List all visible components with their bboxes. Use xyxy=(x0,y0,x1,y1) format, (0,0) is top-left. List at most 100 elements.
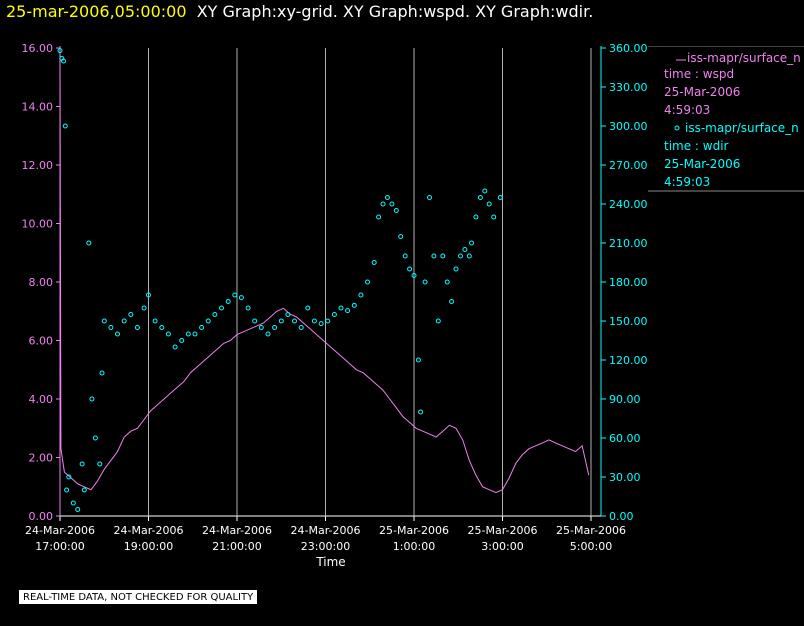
wdir-point xyxy=(415,357,421,363)
wdir-point xyxy=(205,318,211,324)
right-y-tick-label: 90.00 xyxy=(609,393,641,406)
legend-frame xyxy=(648,46,804,192)
x-tick-date: 24-Mar-2006 xyxy=(202,524,272,537)
x-tick-time: 23:00:00 xyxy=(301,540,350,553)
wdir-point xyxy=(331,312,337,317)
wdir-point xyxy=(97,461,103,467)
wdir-point xyxy=(422,279,428,285)
wdir-point xyxy=(192,331,198,337)
wdir-point xyxy=(345,308,351,314)
wdir-point xyxy=(81,487,87,493)
wdir-point xyxy=(89,396,95,402)
right-y-tick-label: 120.00 xyxy=(609,354,648,367)
wdir-point xyxy=(238,295,244,301)
wdir-point xyxy=(61,58,66,64)
wdir-point xyxy=(185,331,191,337)
left-y-tick-labels: 0.00 2.00 4.00 6.00 8.00 10.00 12.00 14.00 16.00 xyxy=(22,42,60,523)
wdir-point xyxy=(311,318,317,324)
wdir-point xyxy=(462,247,468,252)
wdir-point xyxy=(232,292,238,298)
x-tick-time: 5:00:00 xyxy=(570,540,612,553)
right-y-tick-label: 0.00 xyxy=(609,510,634,523)
wdir-point xyxy=(402,253,408,259)
wdir-point xyxy=(384,195,390,200)
left-y-tick-label: 10.00 xyxy=(22,218,54,231)
wdir-point xyxy=(146,292,151,298)
wdir-point xyxy=(159,325,165,330)
wdir-point xyxy=(444,279,450,285)
wdir-point xyxy=(389,201,395,207)
x-tick-date: 24-Mar-2006 xyxy=(25,524,95,537)
wdir-point xyxy=(134,325,140,330)
wdir-point xyxy=(62,123,68,129)
legend-wdir-date: 25-Mar-2006 xyxy=(664,157,741,171)
wdir-point xyxy=(285,312,291,317)
wdir-point xyxy=(212,312,218,317)
wdir-point xyxy=(245,305,251,311)
legend-wspd-time: 4:59:03 xyxy=(664,103,711,117)
wdir-point xyxy=(79,461,85,467)
legend-wspd-date: 25-Mar-2006 xyxy=(664,85,741,99)
wdir-point xyxy=(75,507,81,512)
wdir-point xyxy=(70,500,76,506)
wdir-point xyxy=(64,487,70,493)
wdir-point xyxy=(477,195,483,200)
left-y-tick-label: 8.00 xyxy=(29,276,54,289)
title-graph-list: XY Graph:xy-grid. XY Graph:wspd. XY Grap… xyxy=(196,2,594,21)
wdir-point xyxy=(128,312,134,317)
wdir-point xyxy=(458,253,463,259)
wdir-point xyxy=(380,201,386,207)
x-tick-time: 17:00:00 xyxy=(35,540,84,553)
x-tick-time: 21:00:00 xyxy=(212,540,261,553)
left-y-tick-label: 0.00 xyxy=(29,510,54,523)
wdir-point xyxy=(365,279,370,285)
right-y-tick-labels: 0.00 30.00 60.00 90.00 120.00 150.00 180.00 210… xyxy=(601,42,648,523)
wdir-point xyxy=(108,325,114,330)
left-y-tick-label: 14.00 xyxy=(22,101,54,114)
x-tick-date: 25-Mar-2006 xyxy=(468,524,538,537)
wdir-point xyxy=(219,305,224,311)
wdir-point xyxy=(278,318,284,324)
wdir-point xyxy=(398,234,404,239)
wdir-point xyxy=(318,321,324,327)
wdir-point xyxy=(141,305,147,311)
wdir-point xyxy=(99,370,105,376)
wdir-point xyxy=(57,48,63,54)
wdir-point xyxy=(473,214,479,220)
x-tick-date: 25-Mar-2006 xyxy=(379,524,449,537)
wdir-point xyxy=(449,299,455,304)
wdir-point xyxy=(358,292,364,298)
right-y-tick-label: 360.00 xyxy=(609,42,648,55)
right-y-tick-label: 30.00 xyxy=(609,471,641,484)
title-timestamp: 25-mar-2006,05:00:00 xyxy=(6,2,187,21)
x-tick-time: 3:00:00 xyxy=(481,540,523,553)
wdir-point xyxy=(252,318,258,324)
x-tick-time: 1:00:00 xyxy=(393,540,435,553)
wdir-point xyxy=(272,325,278,330)
wdir-point xyxy=(258,325,264,330)
wdir-point xyxy=(407,266,413,272)
wdir-point xyxy=(86,240,92,246)
wdir-point xyxy=(101,318,107,324)
left-y-tick-label: 4.00 xyxy=(29,393,54,406)
legend-wspd-variable: time : wspd xyxy=(664,67,735,81)
wdir-point xyxy=(431,253,437,259)
wdir-point xyxy=(497,195,503,200)
x-tick-labels: 24-Mar-2006 17:00:00 24-Mar-2006 19:00:00 24… xyxy=(25,516,626,553)
wdir-point xyxy=(225,299,231,304)
quality-disclaimer: REAL-TIME DATA, NOT CHECKED FOR QUALITY xyxy=(19,590,258,604)
graph-title: 25-mar-2006,05:00:00 XY Graph:xy-grid. X… xyxy=(6,0,593,26)
wdir-point xyxy=(486,201,492,207)
wdir-point xyxy=(491,214,497,220)
wdir-point xyxy=(338,305,344,311)
legend-wdir-source: iss-mapr/surface_n xyxy=(685,121,799,135)
wdir-point xyxy=(298,325,304,330)
wdir-point xyxy=(469,240,474,246)
x-axis-label: Time xyxy=(315,555,345,569)
wdir-point xyxy=(115,331,120,337)
wdir-point xyxy=(411,273,417,278)
x-tick-date: 24-Mar-2006 xyxy=(114,524,184,537)
wdir-point xyxy=(418,409,424,415)
grid-lines xyxy=(148,48,592,516)
legend: iss-mapr/surface_n time : wspd 25-Mar-20… xyxy=(648,46,804,192)
